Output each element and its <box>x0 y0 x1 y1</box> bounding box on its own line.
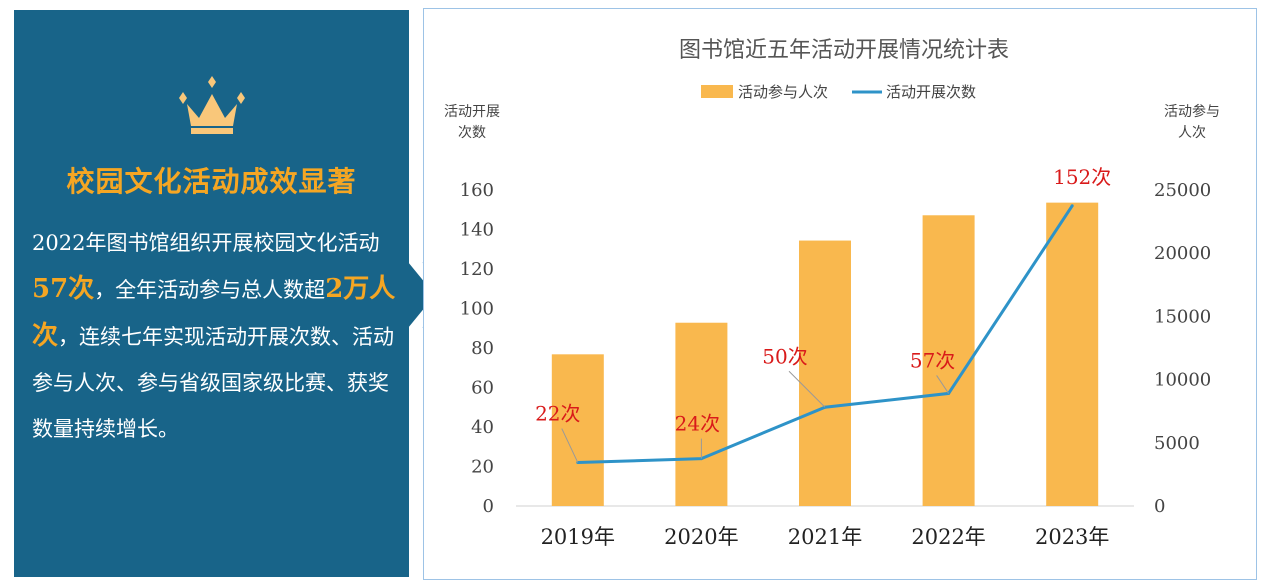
panel-text-1: 2022年图书馆组织开展校园文化活动 <box>32 231 380 255</box>
bar-2019年 <box>551 354 604 506</box>
bar-2023年 <box>1046 202 1099 506</box>
chart-svg: 图书馆近五年活动开展情况统计表 活动参与人次 活动开展次数 活动开展 次数 活动… <box>444 38 1220 549</box>
panel-title: 校园文化活动成效显著 <box>66 165 357 198</box>
y-right-title-line-2: 人次 <box>1178 125 1206 141</box>
bar-2020年 <box>675 322 728 506</box>
y-right-title-line-1: 活动参与 <box>1164 103 1220 120</box>
data-label-leader <box>561 428 579 463</box>
panel-text-3: ，连续七年实现活动开展次数、活动参与人次、参与省级国家级比赛、获奖数量持续增长。 <box>32 325 395 441</box>
x-tick-label: 2021年 <box>788 525 862 549</box>
legend-swatch-bar <box>701 85 733 98</box>
chart-title: 图书馆近五年活动开展情况统计表 <box>679 38 1009 63</box>
chart-container: 图书馆近五年活动开展情况统计表 活动参与人次 活动开展次数 活动开展 次数 活动… <box>423 8 1257 580</box>
plot-area: 0 20 40 60 80 100 120 140 160 0 5000 10000 15000 2000… <box>460 165 1212 549</box>
data-label-leader <box>788 370 826 408</box>
y-right-tick: 5000 <box>1154 433 1200 454</box>
y-left-title-line-1: 活动开展 <box>444 104 500 120</box>
y-left-tick: 80 <box>471 338 494 359</box>
data-label: 24次 <box>675 412 720 436</box>
y-left-tick: 0 <box>483 496 494 517</box>
x-tick-label: 2020年 <box>664 525 738 549</box>
legend-label-bar: 活动参与人次 <box>738 83 828 101</box>
bar-2021年 <box>799 240 851 506</box>
x-tick-label: 2019年 <box>541 525 615 549</box>
highlight-participants: 2万人次 <box>32 274 396 351</box>
data-label: 50次 <box>762 344 807 368</box>
y-right-tick: 25000 <box>1154 180 1211 201</box>
y-left-tick: 140 <box>460 220 494 241</box>
panel-body: 2022年图书馆组织开展校园文化活动 57次，全年活动参与总人数超2万人次，连续七… <box>32 220 400 452</box>
data-label-leader <box>936 375 950 394</box>
y-left-tick: 60 <box>471 378 494 399</box>
y-left-tick: 120 <box>460 259 494 280</box>
y-right-tick: 20000 <box>1154 243 1211 264</box>
y-left-tick: 160 <box>460 180 494 201</box>
y-left-tick: 40 <box>471 417 494 438</box>
y-left-tick: 100 <box>460 299 494 320</box>
line-point <box>1070 204 1074 208</box>
legend-label-line: 活动开展次数 <box>886 83 976 101</box>
legend: 活动参与人次 活动开展次数 <box>701 83 976 101</box>
y-right-tick: 0 <box>1154 496 1165 517</box>
y-right-tick: 10000 <box>1154 370 1211 391</box>
y-left-title: 活动开展 次数 <box>444 104 500 141</box>
data-label: 152次 <box>1053 165 1111 189</box>
highlight-activity-count: 57次 <box>32 274 95 304</box>
y-right-tick: 15000 <box>1154 306 1211 327</box>
bar-2022年 <box>922 215 975 506</box>
x-tick-label: 2022年 <box>911 525 985 549</box>
data-label: 22次 <box>535 402 580 426</box>
y-right-title: 活动参与 人次 <box>1164 103 1220 141</box>
summary-panel: 校园文化活动成效显著 2022年图书馆组织开展校园文化活动 57次，全年活动参与总… <box>14 10 409 577</box>
y-left-title-line-2: 次数 <box>458 125 486 141</box>
data-label: 57次 <box>910 348 955 372</box>
panel-text-2: ，全年活动参与总人数超 <box>94 278 326 302</box>
y-left-tick: 20 <box>471 457 494 478</box>
crown-icon <box>179 76 245 134</box>
x-tick-label: 2023年 <box>1035 525 1109 549</box>
